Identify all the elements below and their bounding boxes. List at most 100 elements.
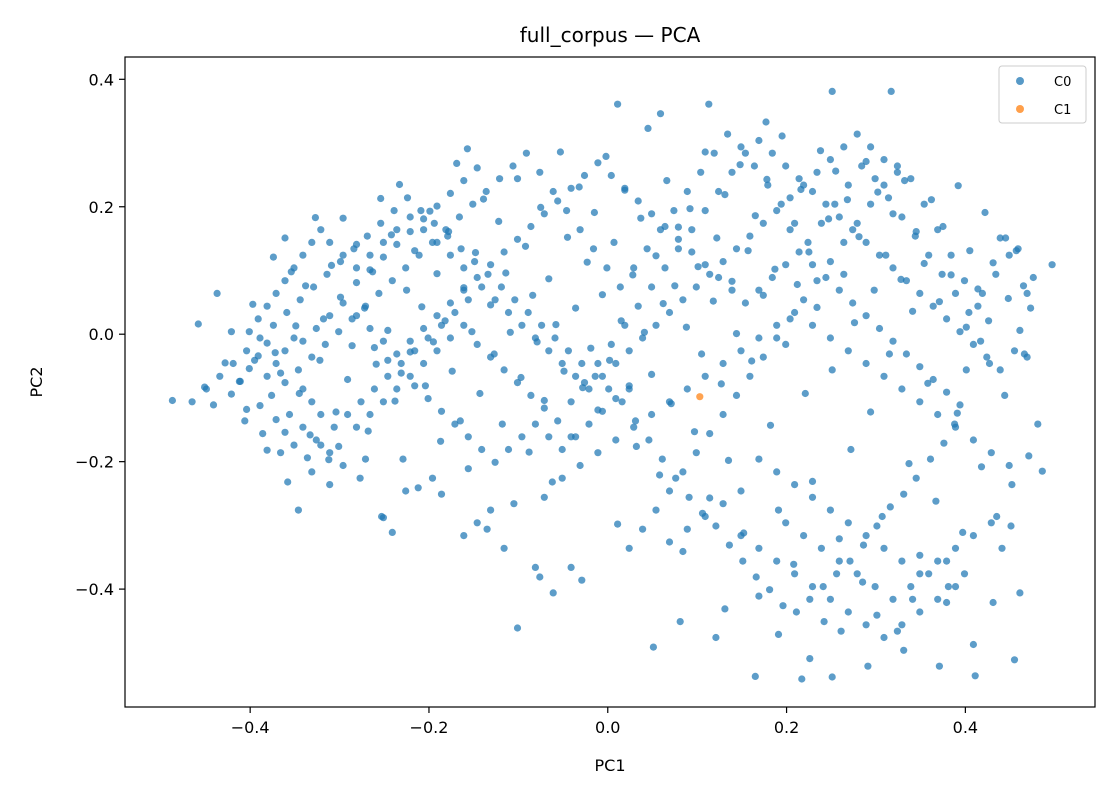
data-point-c0-114 bbox=[659, 300, 667, 308]
data-point-c0-380 bbox=[893, 162, 902, 170]
data-point-c0-630 bbox=[370, 385, 378, 393]
legend-marker-c1 bbox=[1016, 105, 1024, 113]
data-point-c0-431 bbox=[522, 149, 531, 157]
data-point-c0-450 bbox=[777, 200, 785, 208]
data-point-c0-157 bbox=[825, 215, 833, 223]
data-point-c0-246 bbox=[837, 627, 845, 635]
data-point-c0-179 bbox=[909, 307, 917, 315]
data-point-c0-366 bbox=[902, 277, 911, 285]
data-point-c0-171 bbox=[878, 512, 886, 521]
data-point-c0-285 bbox=[658, 455, 666, 463]
data-point-c0-340 bbox=[554, 417, 562, 425]
data-point-c0-520 bbox=[808, 583, 817, 591]
data-point-c0-550 bbox=[370, 344, 378, 352]
data-point-c0-136 bbox=[744, 247, 752, 255]
data-point-c0-372 bbox=[983, 353, 991, 361]
data-point-c0-228 bbox=[712, 633, 720, 642]
data-point-c0-376 bbox=[947, 251, 955, 259]
data-point-c0-263 bbox=[953, 409, 961, 417]
data-point-c0-288 bbox=[618, 398, 626, 406]
data-point-c0-556 bbox=[451, 420, 459, 428]
data-point-c0-648 bbox=[612, 359, 620, 368]
data-point-c0-33 bbox=[348, 342, 356, 350]
data-point-c0-577 bbox=[393, 350, 401, 358]
data-point-c0-76 bbox=[513, 175, 522, 183]
data-point-c0-638 bbox=[478, 283, 486, 291]
data-point-c0-684 bbox=[393, 226, 401, 234]
data-point-c0-177 bbox=[901, 177, 909, 185]
data-point-c0-677 bbox=[308, 238, 316, 246]
data-point-c0-233 bbox=[676, 618, 684, 626]
data-point-c0-240 bbox=[473, 519, 481, 527]
data-point-c0-176 bbox=[897, 275, 905, 283]
data-point-c0-660 bbox=[773, 207, 781, 215]
data-point-c0-213 bbox=[614, 100, 622, 108]
data-point-c0-161 bbox=[840, 270, 848, 278]
data-point-c0-164 bbox=[850, 319, 859, 327]
data-point-c0-532 bbox=[835, 557, 843, 565]
data-point-c0-355 bbox=[755, 136, 763, 145]
data-point-c0-140 bbox=[759, 291, 767, 299]
data-point-c0-375 bbox=[960, 277, 969, 285]
y-tick-label: −0.4 bbox=[75, 580, 114, 599]
data-point-c0-185 bbox=[932, 497, 940, 505]
data-point-c0-691 bbox=[236, 377, 244, 385]
data-point-c0-268 bbox=[886, 503, 894, 511]
data-point-c0-474 bbox=[612, 436, 620, 444]
data-point-c0-351 bbox=[701, 207, 709, 215]
data-point-c0-470 bbox=[540, 493, 548, 501]
legend-label-c1: C1 bbox=[1054, 103, 1071, 118]
data-point-c0-443 bbox=[683, 187, 691, 196]
data-point-c0-302 bbox=[430, 219, 438, 227]
data-point-c0-205 bbox=[1008, 481, 1016, 489]
data-point-c0-559 bbox=[491, 458, 499, 466]
data-point-c0-152 bbox=[805, 248, 813, 256]
data-point-c0-322 bbox=[312, 436, 320, 444]
data-point-c0-107 bbox=[632, 442, 641, 450]
data-point-c0-594 bbox=[621, 184, 629, 192]
data-point-c0-522 bbox=[844, 608, 852, 616]
x-tick-label: 0.2 bbox=[774, 718, 799, 737]
data-point-c0-191 bbox=[954, 182, 962, 190]
data-point-c0-656 bbox=[719, 258, 727, 266]
data-point-c0-304 bbox=[403, 194, 412, 202]
data-point-c0-430 bbox=[509, 162, 517, 170]
data-point-c0-497 bbox=[755, 455, 763, 463]
data-point-c0-681 bbox=[352, 264, 361, 272]
data-point-c0-657 bbox=[732, 245, 741, 253]
data-point-c0-399 bbox=[639, 525, 647, 533]
data-point-c0-249 bbox=[944, 583, 953, 591]
data-point-c0-66 bbox=[476, 389, 484, 398]
data-point-c0-637 bbox=[464, 296, 472, 304]
data-point-c0-455 bbox=[844, 181, 852, 189]
data-point-c0-231 bbox=[549, 589, 557, 597]
data-point-c0-377 bbox=[934, 226, 942, 234]
data-point-c0-696 bbox=[281, 428, 289, 436]
data-point-c0-182 bbox=[920, 259, 928, 268]
y-tick-label: 0.2 bbox=[89, 198, 114, 217]
x-axis: −0.4 −0.2 0.0 0.2 0.4 bbox=[231, 707, 978, 737]
data-point-c0-466 bbox=[992, 270, 1000, 278]
data-point-c0-298 bbox=[484, 270, 492, 278]
data-point-c0-421 bbox=[388, 277, 396, 285]
data-point-c0-624 bbox=[299, 385, 307, 393]
data-point-c0-181 bbox=[916, 551, 924, 559]
data-point-c0-305 bbox=[390, 207, 398, 215]
data-point-c0-64 bbox=[468, 328, 476, 336]
data-point-c0-222 bbox=[828, 673, 836, 681]
data-point-c0-144 bbox=[774, 506, 783, 514]
data-point-c0-454 bbox=[831, 200, 839, 208]
data-point-c0-217 bbox=[705, 100, 713, 108]
data-point-c0-160 bbox=[835, 535, 843, 543]
data-point-c0-452 bbox=[804, 238, 812, 246]
data-point-c0-235 bbox=[294, 506, 302, 514]
data-point-c0-404 bbox=[428, 474, 437, 482]
data-point-c0-601 bbox=[715, 273, 723, 282]
data-point-c0-609 bbox=[822, 273, 830, 282]
legend-label-c0: C0 bbox=[1054, 75, 1071, 90]
x-tick-label: 0.0 bbox=[595, 718, 620, 737]
data-point-c0-259 bbox=[1002, 234, 1010, 242]
data-point-c0-518 bbox=[773, 557, 781, 565]
data-point-c0-362 bbox=[849, 226, 857, 234]
data-point-c0-398 bbox=[652, 506, 660, 514]
